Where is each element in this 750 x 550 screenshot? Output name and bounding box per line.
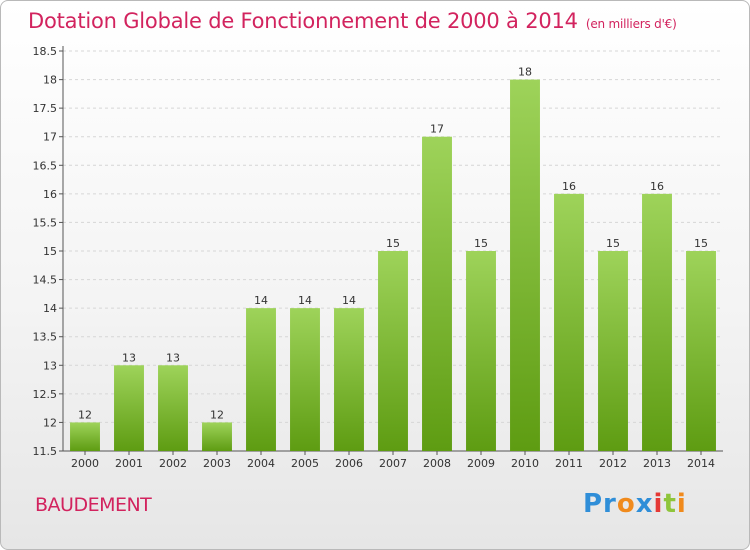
y-tick-label: 13.5 bbox=[33, 331, 58, 344]
bars bbox=[70, 79, 716, 452]
y-tick-label: 18.5 bbox=[33, 45, 58, 58]
proxiti-logo: Proxiti bbox=[583, 489, 687, 519]
y-tick-label: 12 bbox=[43, 416, 57, 429]
bar-2014 bbox=[686, 251, 716, 451]
bar-2000 bbox=[70, 422, 100, 451]
bar-2012 bbox=[598, 251, 628, 451]
x-tick-label: 2005 bbox=[291, 457, 319, 470]
bar-value-label: 14 bbox=[254, 294, 268, 307]
commune-name: BAUDEMENT bbox=[35, 494, 152, 516]
bar-2003 bbox=[202, 422, 232, 451]
bar-value-label: 17 bbox=[430, 123, 444, 136]
x-tick-label: 2006 bbox=[335, 457, 363, 470]
x-tick-label: 2013 bbox=[643, 457, 671, 470]
bar-2002 bbox=[158, 365, 188, 451]
logo-part-1: Pr bbox=[583, 489, 617, 519]
logo-part-6: i bbox=[676, 489, 687, 519]
bar-value-label: 13 bbox=[166, 351, 180, 364]
x-tick-label: 2002 bbox=[159, 457, 187, 470]
bar-value-label: 14 bbox=[298, 294, 312, 307]
logo-part-2: o bbox=[616, 489, 636, 519]
bar-2005 bbox=[290, 308, 320, 451]
y-tick-label: 14 bbox=[43, 302, 57, 315]
bar-2011 bbox=[554, 193, 584, 451]
bar-value-label: 16 bbox=[650, 180, 664, 193]
x-tick-label: 2009 bbox=[467, 457, 495, 470]
bar-value-label: 18 bbox=[518, 66, 532, 79]
x-tick-label: 2008 bbox=[423, 457, 451, 470]
chart-title-text: Dotation Globale de Fonctionnement de 20… bbox=[28, 9, 578, 33]
x-tick-labels: 2000 2001 2002 2003 2004 2005 2006 2007 2008 2009… bbox=[71, 457, 715, 470]
bar-2013 bbox=[642, 193, 672, 451]
bar-value-label: 12 bbox=[210, 408, 224, 421]
bar-value-label: 15 bbox=[694, 237, 708, 250]
logo-part-3: x bbox=[635, 489, 654, 519]
y-tick-labels: 11.5 12 12.5 13 13.5 14 14.5 15 15.5 16 16.5 17 17.5… bbox=[33, 45, 58, 458]
bar-2010 bbox=[510, 79, 540, 452]
x-tick-label: 2004 bbox=[247, 457, 275, 470]
y-tick-label: 11.5 bbox=[33, 445, 58, 458]
x-tick-label: 2014 bbox=[687, 457, 715, 470]
logo-part-4: i bbox=[653, 489, 664, 519]
x-tick-label: 2000 bbox=[71, 457, 99, 470]
y-tick-label: 16.5 bbox=[33, 159, 58, 172]
y-tick-label: 15.5 bbox=[33, 216, 58, 229]
bar-value-label: 16 bbox=[562, 180, 576, 193]
x-tick-label: 2007 bbox=[379, 457, 407, 470]
chart-title: Dotation Globale de Fonctionnement de 20… bbox=[28, 9, 677, 33]
bar-value-label: 12 bbox=[78, 408, 92, 421]
bar-2009 bbox=[466, 251, 496, 451]
y-tick-label: 17 bbox=[43, 131, 57, 144]
bar-value-label: 15 bbox=[606, 237, 620, 250]
bar-2001 bbox=[114, 365, 144, 451]
bar-value-label: 15 bbox=[474, 237, 488, 250]
y-tick-label: 16 bbox=[43, 188, 57, 201]
bar-value-label: 13 bbox=[122, 351, 136, 364]
y-tick-label: 17.5 bbox=[33, 102, 58, 115]
logo-part-5: t bbox=[663, 489, 677, 519]
bar-2004 bbox=[246, 308, 276, 451]
y-tick-label: 18 bbox=[43, 74, 57, 87]
bar-2006 bbox=[334, 308, 364, 451]
x-tick-label: 2001 bbox=[115, 457, 143, 470]
y-tick-label: 15 bbox=[43, 245, 57, 258]
chart-unit: (en milliers d'€) bbox=[585, 17, 677, 31]
bar-value-labels: 12 13 13 12 14 14 14 15 17 15 18 16 15 16 15 bbox=[78, 66, 708, 422]
x-tick-label: 2011 bbox=[555, 457, 583, 470]
y-tick-label: 12.5 bbox=[33, 388, 58, 401]
bar-2007 bbox=[378, 251, 408, 451]
bar-2008 bbox=[422, 136, 452, 451]
x-tick-label: 2012 bbox=[599, 457, 627, 470]
x-tick-label: 2010 bbox=[511, 457, 539, 470]
bar-value-label: 15 bbox=[386, 237, 400, 250]
y-tick-label: 13 bbox=[43, 359, 57, 372]
x-tick-label: 2003 bbox=[203, 457, 231, 470]
y-tick-label: 14.5 bbox=[33, 274, 58, 287]
bar-value-label: 14 bbox=[342, 294, 356, 307]
